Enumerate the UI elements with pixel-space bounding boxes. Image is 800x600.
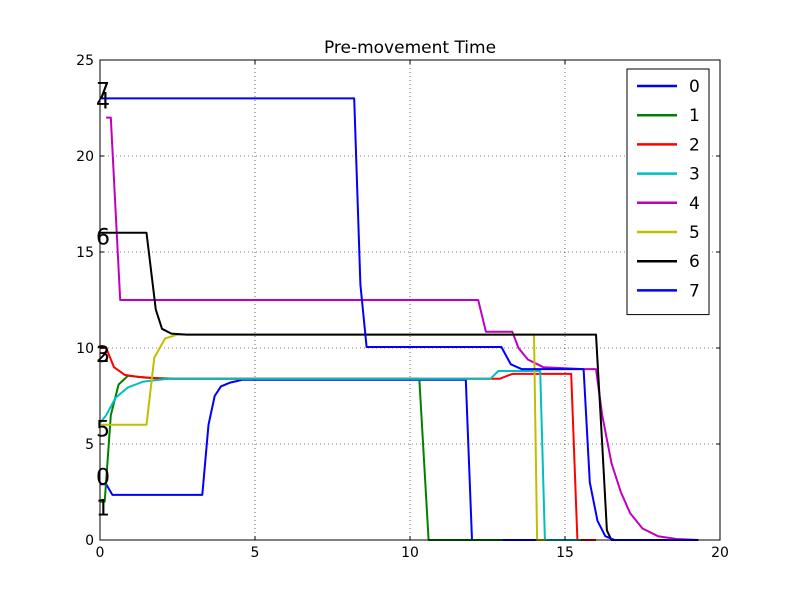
legend: 0 1 2 3 4 5 6 7 (626, 68, 710, 316)
x-tick-label: 5 (251, 545, 260, 561)
series-end-label-7: 7 (96, 80, 110, 105)
y-tick-label: 20 (76, 149, 94, 165)
series-end-label-1: 1 (96, 496, 110, 521)
chart-title: Pre-movement Time (324, 38, 496, 58)
x-tick-label: 20 (711, 545, 729, 561)
series-line-0 (100, 378, 550, 541)
series-end-label-5: 5 (96, 418, 110, 443)
series-line-7 (100, 97, 699, 541)
y-tick-label: 15 (76, 245, 94, 261)
x-tick-label: 15 (556, 545, 574, 561)
y-tick-label: 10 (76, 341, 94, 357)
y-tick-label: 25 (76, 53, 94, 69)
legend-label-7: 7 (689, 281, 700, 301)
legend-label-0: 0 (689, 77, 700, 97)
series-line-3 (99, 370, 581, 541)
x-tick-label: 10 (401, 545, 419, 561)
x-tick-label: 0 (96, 545, 105, 561)
series-end-label-3: 3 (96, 343, 110, 368)
series-lines (99, 97, 699, 541)
series-end-label-0: 0 (96, 466, 110, 491)
legend-box (626, 68, 710, 316)
y-tick-label: 5 (85, 437, 94, 453)
legend-label-4: 4 (689, 194, 700, 214)
legend-label-6: 6 (689, 252, 700, 272)
y-tick-label: 0 (85, 533, 94, 549)
legend-label-2: 2 (689, 135, 700, 155)
legend-label-1: 1 (689, 106, 700, 126)
legend-label-3: 3 (689, 165, 700, 185)
series-line-6 (100, 231, 699, 541)
legend-label-5: 5 (689, 223, 700, 243)
series-line-5 (100, 333, 547, 541)
series-end-label-6: 6 (96, 226, 110, 251)
